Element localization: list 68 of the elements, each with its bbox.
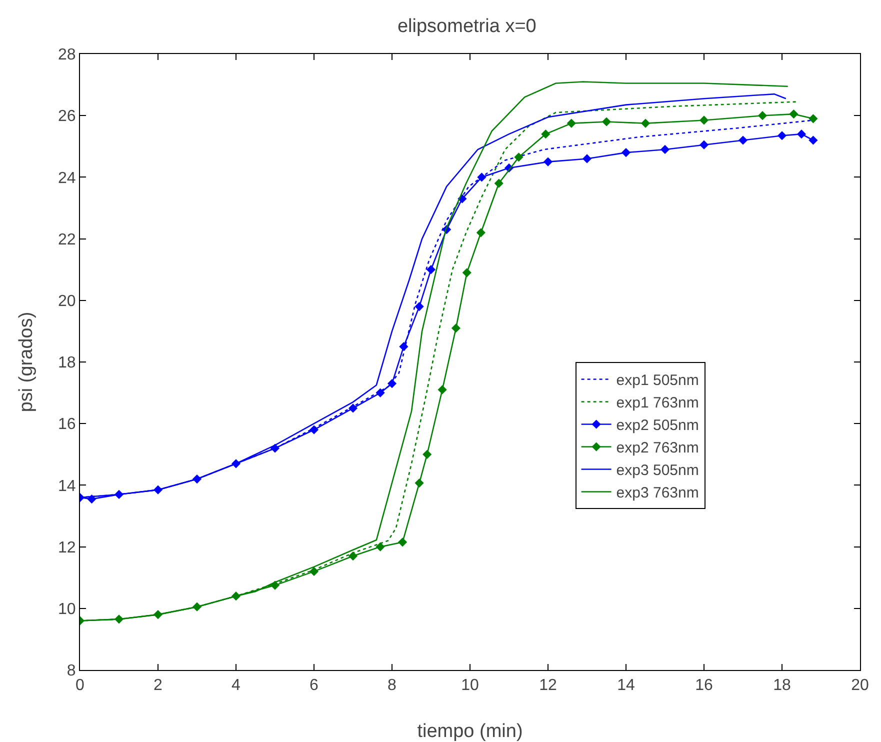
y-tick-label: 22 (58, 231, 76, 248)
y-tick-label: 16 (58, 416, 76, 434)
point (414, 478, 424, 488)
legend-label: exp3 505nm (616, 462, 699, 480)
x-tick-label: 10 (461, 677, 479, 694)
x-tick-label: 14 (617, 677, 635, 694)
point (462, 268, 472, 278)
point (309, 425, 319, 434)
point (414, 302, 424, 312)
x-tick-label: 8 (388, 677, 397, 694)
point (777, 131, 787, 140)
point (494, 178, 504, 188)
y-tick-label: 28 (58, 46, 76, 64)
y-tick-label: 10 (58, 601, 76, 618)
point (543, 157, 553, 166)
point (621, 148, 631, 158)
point (738, 136, 748, 145)
point (640, 118, 650, 128)
point (451, 324, 461, 333)
legend-label: exp1 763nm (616, 394, 699, 412)
y-tick-label: 18 (58, 354, 76, 372)
point (514, 152, 524, 162)
point (348, 404, 358, 413)
point (796, 130, 806, 139)
x-tick-label: 12 (539, 677, 557, 694)
x-tick-label: 18 (773, 677, 791, 694)
chart-title: elipsometria x=0 (397, 16, 536, 37)
y-tick-label: 26 (58, 108, 76, 126)
point (541, 130, 550, 139)
x-axis-title: tiempo (min) (417, 721, 523, 742)
point (387, 379, 397, 388)
point (398, 538, 408, 547)
x-tick-label: 16 (695, 677, 713, 694)
point (582, 154, 592, 164)
point (376, 542, 385, 552)
point (376, 388, 385, 398)
legend-label: exp2 763nm (616, 440, 699, 457)
point (438, 385, 447, 394)
point (808, 114, 818, 124)
legend-label: exp2 505nm (616, 417, 699, 434)
point (758, 111, 768, 120)
x-tick-label: 2 (154, 677, 163, 694)
point (477, 172, 486, 182)
point (566, 118, 576, 128)
point (789, 110, 798, 119)
point (808, 136, 818, 145)
point (476, 228, 486, 238)
y-tick-label: 20 (58, 293, 76, 310)
x-tick-label: 0 (76, 677, 85, 694)
point (699, 140, 709, 150)
x-tick-label: 6 (310, 677, 319, 694)
point (602, 117, 612, 126)
point (660, 144, 670, 154)
point (309, 566, 319, 576)
y-tick-label: 14 (58, 478, 76, 495)
y-tick-label: 8 (66, 662, 76, 680)
point (699, 116, 709, 125)
y-tick-label: 12 (58, 539, 76, 556)
y-tick-label: 24 (58, 170, 76, 187)
x-tick-label: 4 (232, 677, 241, 694)
point (422, 450, 432, 459)
legend-label: exp3 763nm (616, 484, 699, 502)
y-axis-title: psi (grados) (16, 312, 37, 412)
point (399, 342, 408, 352)
legend-label: exp1 505nm (616, 372, 699, 390)
x-tick-label: 20 (851, 677, 869, 694)
point (348, 551, 358, 561)
point (426, 265, 436, 274)
